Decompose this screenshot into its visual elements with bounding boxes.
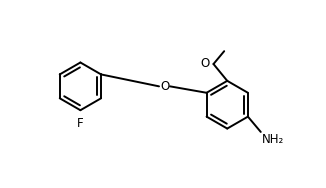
Text: O: O (200, 57, 210, 70)
Text: O: O (160, 80, 169, 93)
Text: NH₂: NH₂ (262, 133, 285, 146)
Text: F: F (77, 117, 84, 130)
